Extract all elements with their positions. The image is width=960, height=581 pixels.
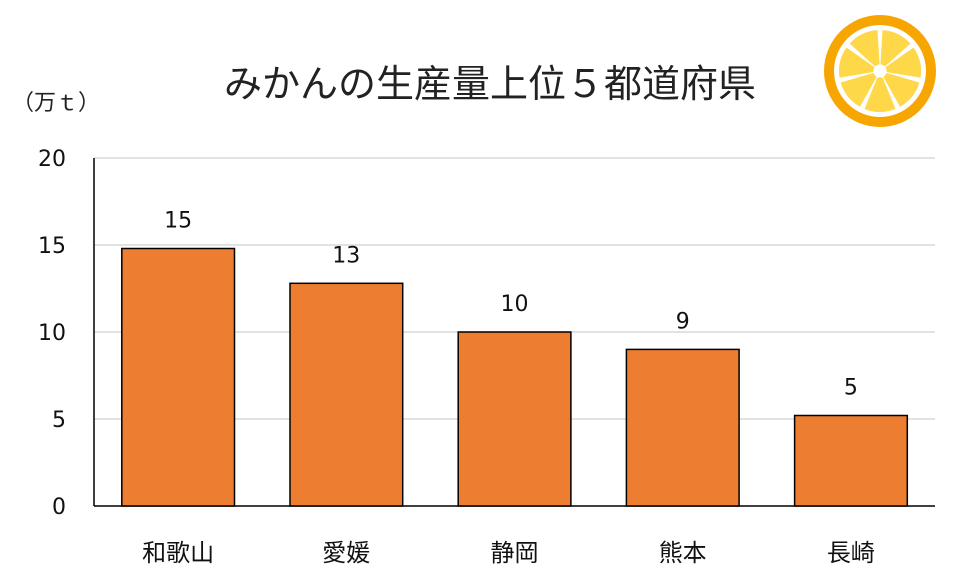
orange-segment (840, 72, 877, 107)
orange-slice-icon (824, 15, 936, 127)
x-category-label: 静岡 (491, 539, 539, 567)
chart-title: みかんの生産量上位５都道府県 (224, 62, 756, 106)
data-label: 5 (844, 376, 858, 401)
orange-segment (864, 77, 896, 113)
bar (793, 414, 909, 507)
bar (289, 282, 404, 507)
x-category-label: 和歌山 (142, 539, 214, 567)
y-tick-label: 5 (52, 408, 66, 433)
x-category-label: 長崎 (827, 539, 875, 567)
x-category-label: 愛媛 (322, 539, 370, 567)
y-tick-label: 10 (38, 321, 66, 346)
data-label: 10 (501, 292, 529, 317)
y-axis-unit-label: （万ｔ） (12, 91, 100, 116)
x-category-label: 熊本 (659, 539, 707, 567)
bar (121, 247, 236, 507)
orange-segment (839, 47, 875, 78)
y-tick-label: 15 (38, 234, 66, 259)
bar (625, 348, 740, 507)
data-label: 15 (164, 209, 192, 234)
bar (457, 331, 572, 507)
orange-segment (885, 47, 921, 78)
orange-segment (849, 30, 880, 67)
y-tick-label: 20 (38, 147, 66, 172)
orange-segment (883, 72, 920, 107)
data-label: 13 (332, 243, 360, 268)
data-label: 9 (676, 309, 690, 334)
y-tick-label: 0 (52, 495, 66, 520)
orange-segment (880, 30, 911, 67)
